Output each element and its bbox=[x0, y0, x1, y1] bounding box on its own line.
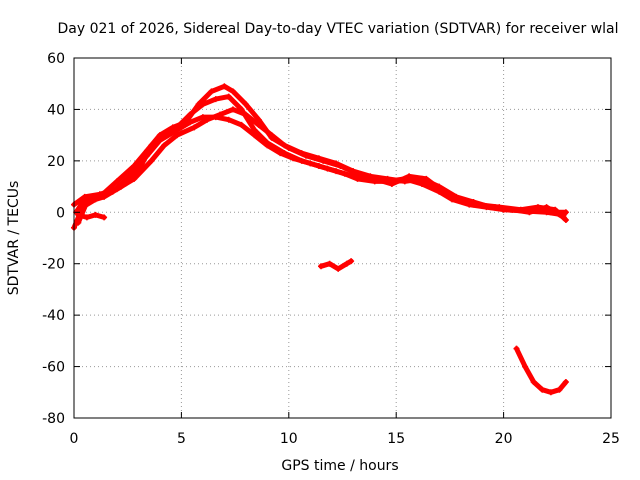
y-tick-label: 0 bbox=[56, 205, 65, 221]
data-point bbox=[264, 139, 271, 146]
x-tick-label: 25 bbox=[602, 431, 620, 447]
data-point bbox=[204, 116, 211, 123]
y-tick-label: -20 bbox=[42, 257, 65, 273]
data-point bbox=[560, 214, 567, 221]
data-point bbox=[315, 155, 322, 162]
y-axis-label: SDTVAR / TECUs bbox=[6, 181, 22, 296]
data-point bbox=[333, 168, 340, 175]
data-point bbox=[75, 219, 82, 226]
data-point bbox=[562, 209, 569, 216]
data-point bbox=[326, 260, 333, 267]
data-point bbox=[333, 160, 340, 167]
data-point bbox=[191, 124, 198, 131]
data-point bbox=[418, 175, 425, 182]
data-point bbox=[281, 150, 288, 157]
data-point bbox=[96, 191, 103, 198]
data-point bbox=[113, 178, 120, 185]
data-point bbox=[174, 132, 181, 139]
data-point bbox=[335, 265, 342, 272]
y-tick-label: 20 bbox=[47, 154, 65, 170]
data-point bbox=[113, 186, 120, 193]
data-point bbox=[144, 147, 151, 154]
data-point bbox=[182, 119, 189, 126]
data-point bbox=[281, 142, 288, 149]
data-point bbox=[522, 363, 529, 370]
data-point bbox=[350, 168, 357, 175]
y-tick-label: -40 bbox=[42, 308, 65, 324]
y-tick-label: 40 bbox=[47, 102, 65, 118]
data-point bbox=[343, 260, 350, 267]
data-point bbox=[298, 157, 305, 164]
data-point bbox=[255, 116, 262, 123]
plot-frame bbox=[73, 57, 612, 419]
data-point bbox=[530, 379, 537, 385]
data-point bbox=[539, 386, 546, 393]
data-point bbox=[418, 181, 425, 187]
series-track-d bbox=[71, 106, 567, 220]
data-point bbox=[195, 101, 202, 108]
data-point bbox=[131, 163, 138, 169]
axis-ticks: 0 5 10 15 20 25 -80 -60 -40 -20 0 20 40 60 bbox=[42, 51, 620, 447]
data-point bbox=[255, 121, 262, 128]
data-point bbox=[298, 150, 305, 157]
x-tick-label: 0 bbox=[70, 431, 79, 447]
data-point bbox=[75, 211, 82, 218]
data-point bbox=[229, 106, 236, 113]
data-point bbox=[229, 88, 236, 95]
data-point bbox=[161, 142, 168, 149]
data-point bbox=[526, 209, 533, 216]
series-track-e bbox=[75, 212, 107, 220]
data-point bbox=[81, 193, 88, 200]
data-point bbox=[148, 157, 155, 164]
data-point bbox=[156, 132, 163, 139]
data-point bbox=[543, 204, 550, 211]
data-point bbox=[401, 178, 408, 185]
data-point bbox=[513, 345, 520, 352]
data-point bbox=[101, 214, 108, 221]
x-tick-label: 5 bbox=[177, 431, 186, 447]
data-point bbox=[238, 121, 245, 128]
x-axis-label: GPS time / hours bbox=[281, 458, 398, 474]
data-point bbox=[562, 379, 569, 385]
data-point bbox=[384, 175, 391, 182]
data-point bbox=[315, 163, 322, 169]
data-point bbox=[217, 111, 224, 118]
data-point bbox=[487, 204, 494, 211]
data-point bbox=[547, 389, 554, 396]
data-point bbox=[225, 93, 232, 100]
data-point bbox=[212, 96, 219, 103]
x-tick-label: 20 bbox=[495, 431, 513, 447]
data-point bbox=[83, 214, 90, 221]
data-point bbox=[556, 386, 563, 393]
y-tick-label: 60 bbox=[47, 51, 65, 67]
data-point bbox=[470, 199, 477, 205]
x-tick-label: 15 bbox=[387, 431, 405, 447]
data-point bbox=[436, 183, 443, 190]
y-tick-label: -80 bbox=[42, 411, 65, 427]
data-point bbox=[242, 101, 249, 108]
data-point bbox=[509, 206, 516, 213]
data-point bbox=[225, 116, 232, 123]
chart-title: Day 021 of 2026, Sidereal Day-to-day VTE… bbox=[57, 21, 618, 37]
y-tick-label: -60 bbox=[42, 360, 65, 376]
x-tick-label: 10 bbox=[280, 431, 298, 447]
data-point bbox=[367, 173, 374, 180]
data-point bbox=[131, 175, 138, 182]
data-point bbox=[242, 111, 249, 118]
data-point bbox=[169, 124, 176, 131]
data-point bbox=[208, 88, 215, 95]
data-point bbox=[453, 193, 460, 200]
data-point bbox=[268, 132, 275, 139]
data-point bbox=[318, 263, 325, 270]
data-point bbox=[199, 114, 206, 121]
data-point bbox=[251, 127, 258, 133]
data-point bbox=[221, 83, 228, 90]
data-point bbox=[348, 258, 355, 265]
data-point bbox=[92, 211, 99, 218]
